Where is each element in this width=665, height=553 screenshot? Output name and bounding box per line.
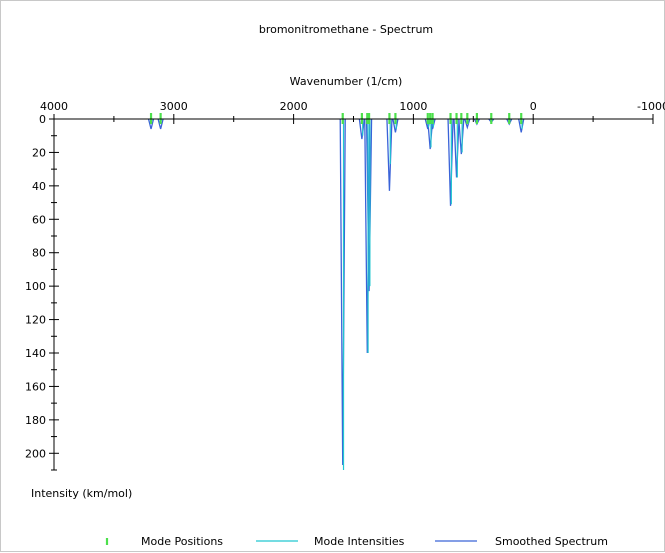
x-tick-label: -1000 xyxy=(637,100,665,113)
legend-label: Mode Positions xyxy=(141,535,223,548)
legend-label: Smoothed Spectrum xyxy=(495,535,608,548)
chart-title: bromonitromethane - Spectrum xyxy=(259,23,433,36)
x-axis-label: Wavenumber (1/cm) xyxy=(290,75,403,88)
smoothed-spectrum-peak xyxy=(364,118,371,354)
smoothed-spectrum-peak xyxy=(365,118,373,292)
smoothed-spectrum-peak xyxy=(506,118,513,126)
smoothed-spectrum-peak xyxy=(392,118,399,133)
smoothed-spectrum-peak xyxy=(447,118,454,206)
y-tick-label: 140 xyxy=(25,347,46,360)
smoothed-spectrum-peak xyxy=(157,118,164,130)
smoothed-spectrum-peak xyxy=(339,118,346,465)
x-tick-label: 3000 xyxy=(160,100,188,113)
smoothed-spectrum-peak xyxy=(453,118,460,178)
smoothed-spectrum-peak xyxy=(427,118,434,150)
x-tick-label: 1000 xyxy=(399,100,427,113)
y-tick-label: 180 xyxy=(25,414,46,427)
y-axis-label: Intensity (km/mol) xyxy=(31,487,132,500)
y-tick-label: 100 xyxy=(25,280,46,293)
y-tick-label: 60 xyxy=(32,213,46,226)
y-tick-label: 160 xyxy=(25,380,46,393)
x-tick-label: 2000 xyxy=(280,100,308,113)
smoothed-spectrum-peak xyxy=(358,118,366,140)
y-tick-label: 80 xyxy=(32,247,46,260)
y-tick-label: 200 xyxy=(25,447,46,460)
smoothed-spectrum-peak xyxy=(518,118,525,133)
chart-legend: Mode Positions Mode Intensities Smoothed S… xyxy=(105,535,608,548)
x-tick-label: 0 xyxy=(530,100,537,113)
x-tick-label: 4000 xyxy=(40,100,68,113)
chart-marks xyxy=(147,113,525,470)
y-tick-label: 20 xyxy=(32,146,46,159)
legend-label: Mode Intensities xyxy=(314,535,405,548)
smoothed-spectrum-peak xyxy=(473,118,480,126)
y-tick-label: 120 xyxy=(25,314,46,327)
chart-axes: 4000 3000 2000 1000 0 -1000 0 20 40 60 80 100 120 140… xyxy=(25,100,665,471)
y-tick-label: 0 xyxy=(39,113,46,126)
y-tick-label: 40 xyxy=(32,180,46,193)
smoothed-spectrum-peak xyxy=(464,118,471,130)
smoothed-spectrum-peak xyxy=(147,118,155,130)
smoothed-spectrum-peak xyxy=(458,118,465,155)
smoothed-spectrum-peak xyxy=(386,118,393,191)
